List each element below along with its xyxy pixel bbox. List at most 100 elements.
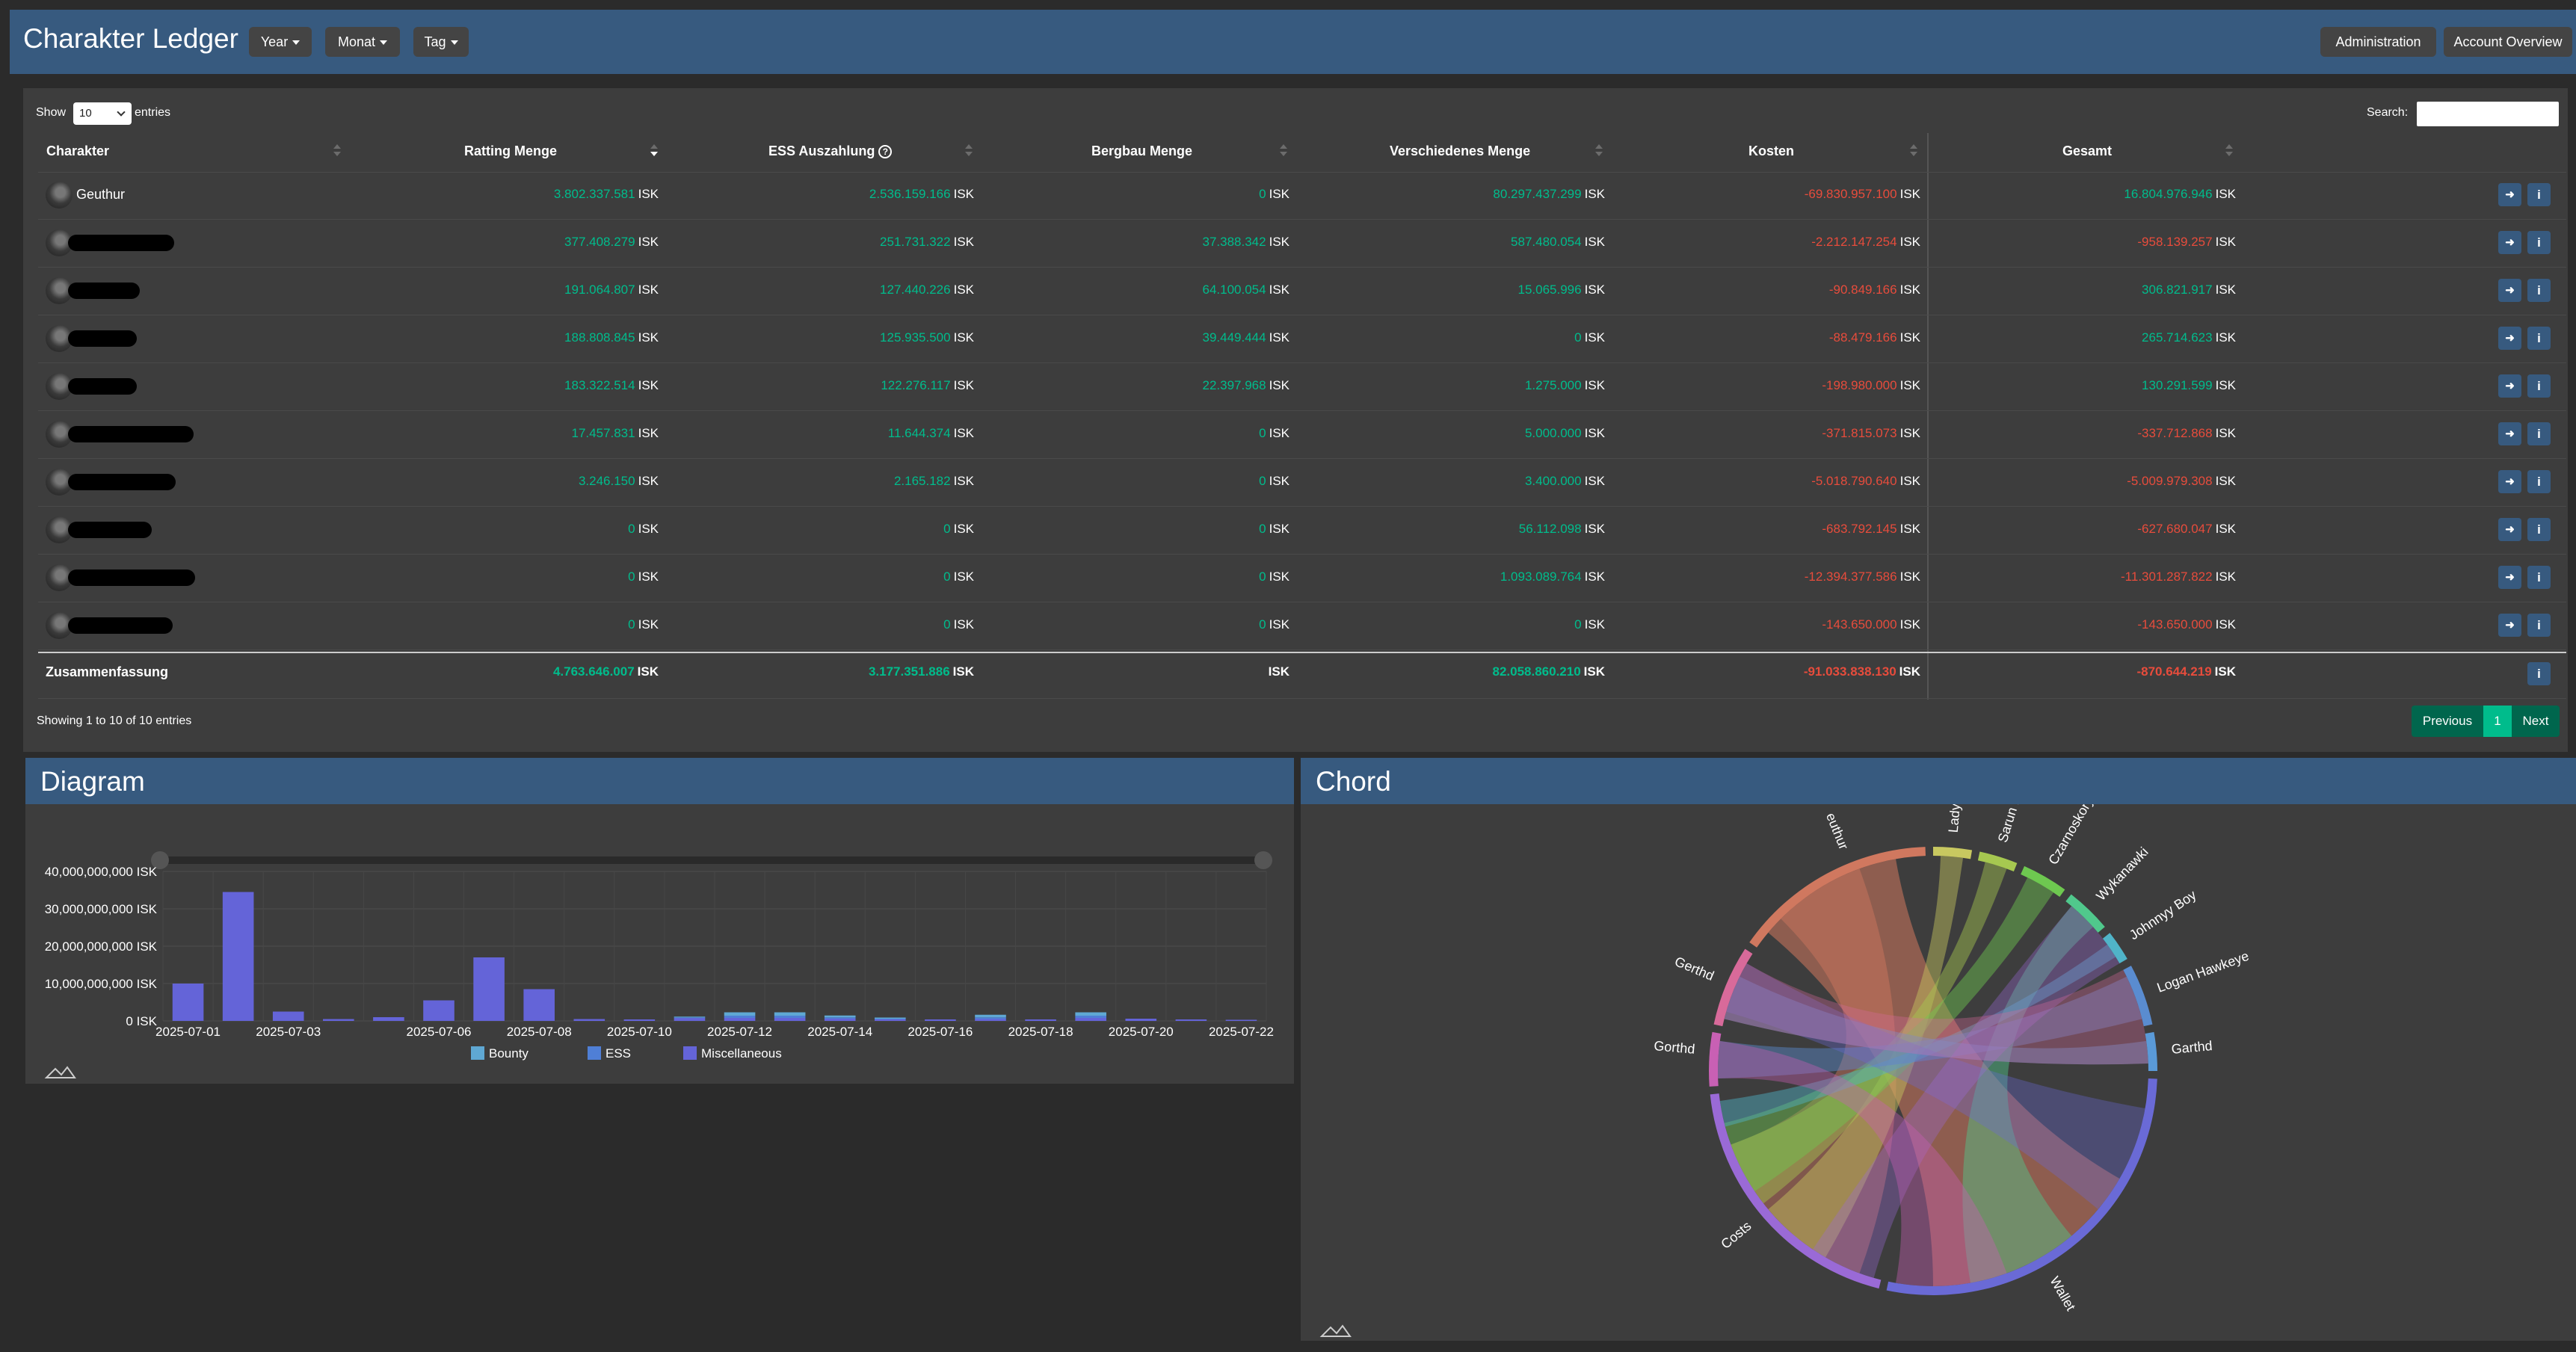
summary-info-button[interactable]: i (2527, 662, 2551, 685)
amount-value: 3.802.337.581 (553, 187, 635, 201)
login-button[interactable]: ➜ (2498, 327, 2521, 350)
currency-unit: ISK (1584, 235, 1605, 249)
login-button[interactable]: ➜ (2498, 183, 2521, 206)
x-tick-label: 2025-07-14 (807, 1025, 872, 1039)
x-tick-label: 2025-07-20 (1109, 1025, 1174, 1039)
sort-icon[interactable] (1910, 144, 1917, 158)
login-button[interactable]: ➜ (2498, 614, 2521, 637)
top-navbar: Charakter Ledger Year Monat Tag Administ… (10, 10, 2576, 74)
chord-group-arc[interactable] (2102, 933, 2127, 963)
summary-divider (38, 652, 2566, 653)
bar-miscellaneous (1125, 1019, 1157, 1021)
account-overview-button[interactable]: Account Overview (2444, 27, 2572, 57)
chord-group-arc[interactable] (1709, 1031, 1722, 1087)
verschiedenes-summary-cell: 82.058.860.210 ISK (1492, 664, 1605, 679)
verschiedenes-cell: 80.297.437.299 ISK (1493, 187, 1605, 202)
info-button[interactable]: i (2527, 614, 2551, 637)
month-dropdown[interactable]: Monat (325, 27, 400, 57)
info-button[interactable]: i (2527, 470, 2551, 493)
question-circle-icon[interactable]: ? (878, 145, 893, 159)
info-button[interactable]: i (2527, 279, 2551, 302)
ess-cell: 127.440.226 ISK (880, 283, 974, 297)
ratting-cell: 183.322.514 ISK (564, 378, 659, 393)
column-header-bergbau[interactable]: Bergbau Menge (1091, 143, 1193, 158)
redacted-name (68, 474, 176, 490)
legend-label-miscellaneous[interactable]: Miscellaneous (701, 1046, 782, 1061)
info-button[interactable]: i (2527, 518, 2551, 541)
sort-icon[interactable] (1280, 144, 1287, 158)
legend-label-bounty[interactable]: Bounty (489, 1046, 529, 1061)
kosten-cell: -69.830.957.100 ISK (1805, 187, 1920, 202)
sort-desc-icon[interactable] (650, 144, 658, 158)
login-button[interactable]: ➜ (2498, 518, 2521, 541)
column-header-ratting[interactable]: Ratting Menge (464, 143, 557, 158)
chord-label: Wallet (2047, 1274, 2078, 1314)
currency-unit: ISK (2215, 617, 2236, 632)
chord-header: Chord (1301, 758, 2576, 804)
chord-panel: Chord euthur Lady Sarun Dk. Czarnoskory Wyka… (1301, 758, 2576, 1341)
chord-group-arc[interactable] (1977, 851, 2018, 871)
character-name[interactable]: Geuthur (76, 187, 126, 202)
bar-chart: 0 ISK 10,000,000,000 ISK 20,000,000,000 IS… (44, 851, 1274, 1078)
search-input[interactable] (2417, 102, 2559, 126)
ratting-cell: 377.408.279 ISK (564, 235, 659, 250)
sort-icon[interactable] (2225, 144, 2233, 158)
sort-icon[interactable] (333, 144, 341, 158)
login-button[interactable]: ➜ (2498, 374, 2521, 398)
year-dropdown[interactable]: Year (249, 27, 312, 57)
verschiedenes-cell: 56.112.098 ISK (1519, 522, 1605, 537)
redacted-name (68, 283, 140, 299)
chord-group-arc[interactable] (2123, 966, 2153, 1027)
zoom-slider-handle[interactable] (1254, 851, 1272, 869)
chord-label: Gorthd (1654, 1038, 1696, 1057)
column-header-ess[interactable]: ESS Auszahlung ? (768, 143, 893, 159)
currency-unit: ISK (638, 474, 659, 488)
legend-swatch-ess[interactable] (588, 1046, 601, 1060)
amount-value: 64.100.054 (1202, 283, 1266, 297)
info-button[interactable]: i (2527, 327, 2551, 350)
kosten-cell: -683.792.145 ISK (1822, 522, 1920, 537)
entries-length-value: 10 (79, 107, 92, 120)
info-button[interactable]: i (2527, 231, 2551, 254)
info-button[interactable]: i (2527, 566, 2551, 589)
legend-swatch-bounty[interactable] (471, 1046, 484, 1060)
column-header-gesamt[interactable]: Gesamt (2062, 143, 2113, 158)
column-header-charakter[interactable]: Charakter (46, 143, 110, 158)
sort-icon[interactable] (965, 144, 973, 158)
chord-group-arc[interactable] (2021, 865, 2065, 898)
legend-swatch-miscellaneous[interactable] (683, 1046, 697, 1060)
currency-unit: ISK (953, 235, 974, 249)
day-dropdown[interactable]: Tag (413, 27, 469, 57)
administration-button[interactable]: Administration (2320, 27, 2436, 57)
login-button[interactable]: ➜ (2498, 470, 2521, 493)
previous-page-button[interactable]: Previous (2412, 706, 2483, 737)
bergbau-cell: 0 ISK (1259, 522, 1289, 537)
entries-length-select[interactable]: 10 (73, 102, 132, 125)
amount-value: 16.804.976.946 (2124, 187, 2213, 201)
currency-unit: ISK (953, 378, 974, 392)
login-button[interactable]: ➜ (2498, 422, 2521, 445)
amount-value: -12.394.377.586 (1804, 569, 1897, 584)
zoom-slider-handle[interactable] (151, 851, 169, 869)
login-button[interactable]: ➜ (2498, 279, 2521, 302)
login-button[interactable]: ➜ (2498, 566, 2521, 589)
info-button[interactable]: i (2527, 183, 2551, 206)
login-button[interactable]: ➜ (2498, 231, 2521, 254)
legend-label-ess[interactable]: ESS (606, 1046, 631, 1061)
chord-group-arc[interactable] (1713, 948, 1753, 1027)
chord-group-arc[interactable] (2145, 1031, 2157, 1071)
column-header-kosten[interactable]: Kosten (1748, 143, 1795, 158)
chord-group-arc[interactable] (1933, 847, 1973, 859)
chord-label: Czarnoskory (2045, 804, 2096, 867)
info-button[interactable]: i (2527, 374, 2551, 398)
sort-icon[interactable] (1595, 144, 1603, 158)
chord-group-arc[interactable] (1749, 847, 1926, 948)
next-page-button[interactable]: Next (2512, 706, 2560, 737)
column-header-verschiedenes[interactable]: Verschiedenes Menge (1390, 143, 1531, 158)
info-button[interactable]: i (2527, 422, 2551, 445)
chord-group-arc[interactable] (1710, 1093, 1882, 1289)
chord-label: Costs (1718, 1218, 1754, 1252)
chord-group-arc[interactable] (2065, 894, 2105, 933)
page-1-button[interactable]: 1 (2483, 706, 2512, 737)
caret-down-icon (380, 40, 388, 46)
